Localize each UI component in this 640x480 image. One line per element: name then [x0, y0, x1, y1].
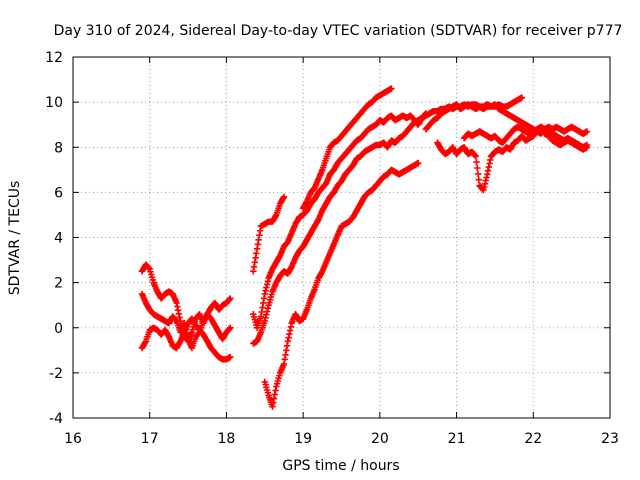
x-tick-label: 16 — [64, 431, 82, 447]
grid — [73, 57, 610, 418]
x-tick-label: 18 — [218, 431, 236, 447]
y-tick-label: -2 — [49, 366, 63, 382]
chart-title: Day 310 of 2024, Sidereal Day-to-day VTE… — [54, 23, 623, 39]
y-tick-label: 12 — [45, 50, 63, 66]
data-point-markers — [461, 123, 591, 153]
data-point-markers — [250, 110, 430, 331]
x-tick-label: 19 — [294, 431, 312, 447]
data-point-markers — [261, 159, 422, 410]
x-tick-label: 20 — [371, 431, 389, 447]
y-tick-label: 0 — [54, 321, 63, 337]
x-tick-label: 17 — [141, 431, 159, 447]
data-point-markers — [250, 85, 395, 275]
data-series — [138, 85, 591, 410]
series-track-10 — [461, 123, 591, 153]
data-point-markers — [138, 315, 234, 363]
y-tick-label: -4 — [49, 411, 63, 427]
series-track-3 — [138, 315, 234, 363]
y-tick-label: 2 — [54, 276, 63, 292]
x-axis-title: GPS time / hours — [282, 458, 399, 474]
series-track-4 — [250, 85, 395, 275]
series-track-7 — [261, 159, 422, 410]
x-tick-label: 21 — [448, 431, 466, 447]
x-tick-label: 23 — [601, 431, 619, 447]
y-axis-title: SDTVAR / TECUs — [7, 181, 23, 296]
y-tick-label: 8 — [54, 140, 63, 156]
y-tick-label: 4 — [54, 231, 63, 247]
y-tick-label: 6 — [54, 185, 63, 201]
series-track-5 — [250, 110, 430, 331]
x-tick-label: 22 — [524, 431, 542, 447]
axis-ticks: 16 17 18 19 20 21 22 23 -4 -2 0 2 4 6 8 10 12 — [45, 50, 619, 447]
y-tick-label: 10 — [45, 95, 63, 111]
